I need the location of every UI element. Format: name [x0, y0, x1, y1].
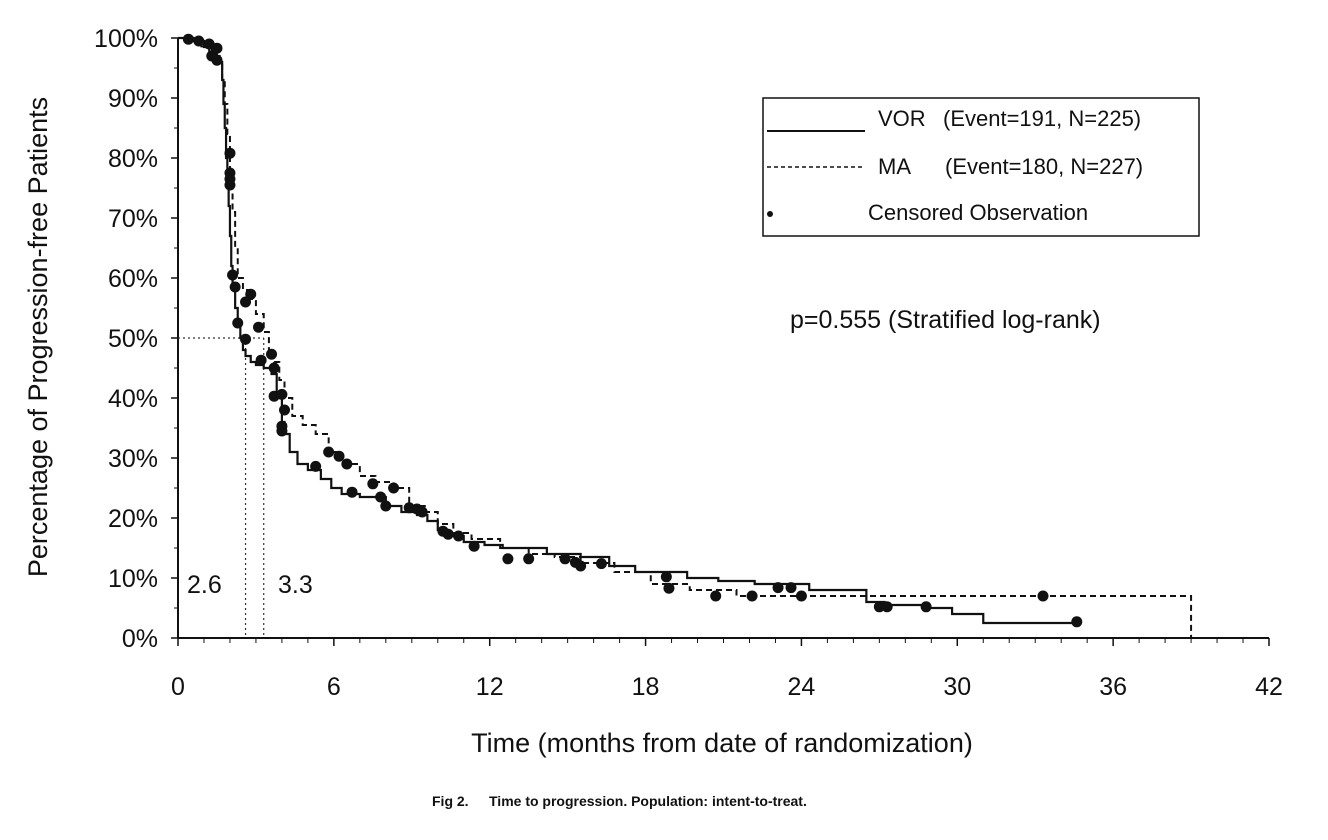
censored-point [211, 54, 223, 66]
x-tick-label: 30 [943, 673, 971, 701]
x-tick-label: 36 [1099, 673, 1127, 701]
y-axis-label: Percentage of Progression-free Patients [23, 97, 53, 577]
censored-point [416, 506, 428, 518]
axes: 0% 10% 20% 30% 40% 50% 60% 70% 80% 90% 100% 0 6 12 18 2… [94, 25, 1283, 701]
y-tick-label: 90% [108, 85, 158, 113]
censored-point [276, 388, 288, 400]
legend-stats-vor: (Event=191, N=225) [943, 106, 1141, 131]
censored-point [346, 486, 358, 498]
y-tick-label: 80% [108, 145, 158, 173]
censored-point [1037, 590, 1049, 602]
censored-point [660, 571, 672, 583]
tick-marks [171, 37, 1270, 646]
tick-labels: 0% 10% 20% 30% 40% 50% 60% 70% 80% 90% 100% 0 6 12 18 2… [94, 25, 1283, 701]
censored-point [229, 281, 241, 293]
x-tick-label: 18 [632, 673, 660, 701]
x-tick-label: 6 [327, 673, 341, 701]
y-tick-label: 30% [108, 445, 158, 473]
censored-point [881, 601, 893, 613]
censored-point [193, 35, 205, 47]
legend-stats-ma: (Event=180, N=227) [945, 154, 1143, 179]
y-tick-label: 40% [108, 385, 158, 413]
censored-point [211, 42, 223, 54]
censored-point [523, 553, 535, 565]
censored-point [575, 560, 587, 572]
legend-label-ma: MA [878, 154, 911, 179]
censored-point [795, 590, 807, 602]
censored-point [380, 500, 392, 512]
censored-point [873, 601, 885, 613]
censored-point [224, 179, 236, 191]
caption-text: Time to progression. Population: intent-… [489, 793, 807, 809]
censored-point [772, 582, 784, 594]
y-tick-label: 70% [108, 205, 158, 233]
censored-point [388, 482, 400, 494]
censored-point [341, 458, 353, 470]
censored-point [279, 404, 291, 416]
legend-box [762, 97, 1200, 237]
censored-point [240, 333, 252, 345]
censored-point [255, 354, 267, 366]
x-tick-label: 0 [171, 673, 185, 701]
censored-point [559, 553, 571, 565]
censored-point [710, 590, 722, 602]
legend: VOR (Event=191, N=225) MA (Event=180, N=… [762, 97, 1200, 237]
x-tick-label: 12 [476, 673, 504, 701]
censored-point [785, 582, 797, 594]
legend-label-vor: VOR [878, 106, 926, 131]
x-tick-label: 42 [1255, 673, 1283, 701]
censored-point [468, 540, 480, 552]
figure-caption: Fig 2. Time to progression. Population: … [432, 793, 807, 809]
p-value-annotation: p=0.555 (Stratified log-rank) [790, 306, 1101, 334]
y-tick-label: 10% [108, 565, 158, 593]
legend-swatch-censored [767, 211, 773, 217]
censored-point [240, 296, 252, 308]
censored-point [227, 269, 239, 281]
median-annotation-vor: 2.6 [187, 571, 222, 599]
censored-point [502, 553, 514, 565]
censored-point [453, 530, 465, 542]
censored-point [266, 348, 278, 360]
censored-point [253, 321, 265, 333]
y-tick-label: 0% [122, 625, 158, 653]
censored-point [663, 582, 675, 594]
y-tick-label: 60% [108, 265, 158, 293]
censored-point [375, 491, 387, 503]
y-tick-label: 100% [94, 25, 158, 53]
censored-point [595, 558, 607, 570]
caption-figure-label: Fig 2. [432, 793, 469, 809]
censored-point [310, 460, 322, 472]
censored-point [746, 590, 758, 602]
y-tick-label: 50% [108, 325, 158, 353]
legend-label-censored: Censored Observation [868, 200, 1088, 225]
censored-point [442, 528, 454, 540]
y-tick-label: 20% [108, 505, 158, 533]
censored-point [245, 288, 257, 300]
censored-point [182, 33, 194, 45]
censored-point [333, 450, 345, 462]
median-annotation-ma: 3.3 [278, 571, 313, 599]
censored-point [224, 147, 236, 159]
x-axis-label: Time (months from date of randomization) [471, 728, 973, 758]
censored-point [323, 446, 335, 458]
censored-point [1071, 616, 1083, 628]
censored-point [232, 317, 244, 329]
censored-point [276, 425, 288, 437]
censored-observations [182, 33, 1083, 628]
censored-point [367, 478, 379, 490]
x-tick-label: 24 [788, 673, 816, 701]
censored-point [920, 601, 932, 613]
censored-point [268, 362, 280, 374]
